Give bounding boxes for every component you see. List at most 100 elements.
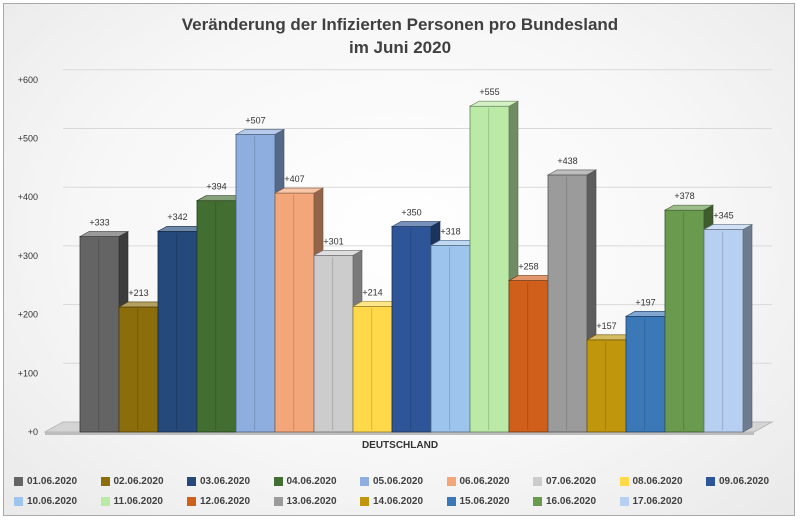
bar-09.06.2020 <box>391 226 432 433</box>
data-label: +507 <box>245 115 265 125</box>
bar-top-16.06.2020 <box>663 204 715 211</box>
legend-label: 09.06.2020 <box>719 476 770 487</box>
legend-label: 16.06.2020 <box>546 496 597 507</box>
bar-07.06.2020 <box>313 254 354 433</box>
legend-label: 06.06.2020 <box>459 476 510 487</box>
legend-item: 06.06.2020 <box>446 476 510 487</box>
legend-row: 01.06.2020 02.06.2020 03.06.2020 04.06.2020… <box>14 476 794 496</box>
legend-item: 13.06.2020 <box>273 496 337 507</box>
legend-label: 03.06.2020 <box>200 476 251 487</box>
data-label: +378 <box>674 191 694 201</box>
bar-top-09.06.2020 <box>390 221 442 227</box>
legend-label: 07.06.2020 <box>546 476 597 487</box>
legend-swatch <box>533 497 542 506</box>
data-label: +350 <box>401 208 421 218</box>
legend-swatch <box>619 477 629 486</box>
legend-label: 04.06.2020 <box>286 476 337 487</box>
legend-label: 13.06.2020 <box>286 496 337 507</box>
legend-label: 15.06.2020 <box>459 496 510 507</box>
y-tick-label: +0 <box>28 427 38 437</box>
bar-top-06.06.2020 <box>273 187 325 194</box>
legend-item: 04.06.2020 <box>273 476 337 487</box>
legend-swatch <box>446 477 456 486</box>
chart-legend: 01.06.2020 02.06.2020 03.06.2020 04.06.2020… <box>14 476 794 516</box>
legend-swatch <box>446 497 456 506</box>
legend-label: 17.06.2020 <box>632 496 683 507</box>
bar-03.06.2020 <box>157 230 198 433</box>
bar-top-05.06.2020 <box>234 129 286 135</box>
data-label: +342 <box>167 212 187 222</box>
bar-06.06.2020 <box>274 192 315 433</box>
legend-label: 01.06.2020 <box>27 476 78 487</box>
legend-item: 05.06.2020 <box>360 476 423 487</box>
y-tick-label: +600 <box>18 75 38 85</box>
legend-label: 12.06.2020 <box>200 496 251 507</box>
data-label: +214 <box>362 287 382 297</box>
legend-label: 02.06.2020 <box>113 476 164 487</box>
legend-label: 10.06.2020 <box>27 496 78 507</box>
bar-10.06.2020 <box>430 244 471 433</box>
y-tick-label: +500 <box>18 134 38 144</box>
bar-02.06.2020 <box>118 306 159 433</box>
legend-item: 09.06.2020 <box>706 476 769 487</box>
legend-item: 12.06.2020 <box>187 496 250 507</box>
legend-item: 16.06.2020 <box>533 496 596 507</box>
data-label: +213 <box>128 288 148 298</box>
legend-swatch <box>100 497 110 506</box>
legend-item: 03.06.2020 <box>187 476 250 487</box>
bar-top-13.06.2020 <box>546 169 598 176</box>
y-tick-label: +200 <box>18 310 38 320</box>
bar-top-07.06.2020 <box>312 250 364 256</box>
bar-12.06.2020 <box>508 280 549 433</box>
bar-16.06.2020 <box>664 209 705 433</box>
bar-14.06.2020 <box>586 339 627 433</box>
legend-label: 14.06.2020 <box>373 496 424 507</box>
legend-swatch <box>706 477 715 486</box>
legend-swatch <box>14 477 23 486</box>
y-tick-label: +100 <box>18 368 38 378</box>
data-label: +301 <box>323 236 343 246</box>
legend-swatch <box>14 497 23 506</box>
legend-item: 01.06.2020 <box>14 476 77 487</box>
legend-row: 10.06.2020 11.06.2020 12.06.2020 13.06.2020… <box>14 496 794 516</box>
bar-11.06.2020 <box>469 105 510 433</box>
legend-item: 15.06.2020 <box>446 496 510 507</box>
data-label: +345 <box>713 210 733 220</box>
legend-swatch <box>360 477 369 486</box>
data-label: +197 <box>635 297 655 307</box>
legend-item: 17.06.2020 <box>619 496 683 507</box>
chart-title: Veränderung der Infizierten Personen pro… <box>181 15 619 34</box>
data-label: +258 <box>518 262 538 272</box>
legend-swatch <box>360 497 369 506</box>
y-tick-label: +300 <box>18 251 38 261</box>
bar-13.06.2020 <box>547 174 588 433</box>
x-axis-category-label: DEUTSCHLAND <box>361 440 439 451</box>
legend-swatch <box>273 497 283 506</box>
legend-item: 11.06.2020 <box>100 496 164 507</box>
bar-17.06.2020 <box>703 229 744 433</box>
bar-top-17.06.2020 <box>702 224 754 230</box>
data-label: +318 <box>440 226 460 236</box>
data-label: +333 <box>89 218 109 228</box>
legend-swatch <box>187 497 196 506</box>
legend-item: 08.06.2020 <box>619 476 683 487</box>
data-label: +394 <box>206 182 226 192</box>
legend-item: 14.06.2020 <box>360 496 423 507</box>
bar-08.06.2020 <box>352 305 393 433</box>
data-label: +438 <box>557 156 577 166</box>
legend-item: 07.06.2020 <box>533 476 596 487</box>
bar-04.06.2020 <box>196 200 237 433</box>
legend-item: 10.06.2020 <box>14 496 77 507</box>
bar-05.06.2020 <box>235 133 276 433</box>
legend-label: 11.06.2020 <box>113 496 164 507</box>
y-tick-label: +400 <box>18 192 38 202</box>
legend-swatch <box>619 497 629 506</box>
bar-15.06.2020 <box>625 315 666 433</box>
legend-swatch <box>273 477 283 486</box>
floor-edge <box>45 432 754 435</box>
data-label: +555 <box>479 87 499 97</box>
data-label: +157 <box>596 321 616 331</box>
bar-01.06.2020 <box>79 236 120 433</box>
legend-label: 05.06.2020 <box>373 476 424 487</box>
